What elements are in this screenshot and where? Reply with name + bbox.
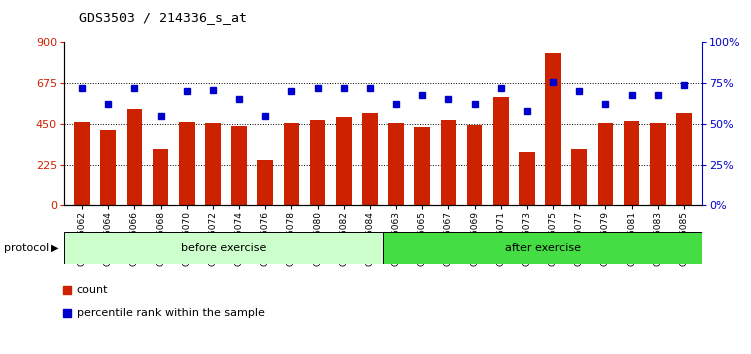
Bar — [676, 113, 692, 205]
Bar — [336, 117, 351, 205]
Text: GDS3503 / 214336_s_at: GDS3503 / 214336_s_at — [79, 11, 247, 24]
Bar — [231, 126, 247, 205]
Bar — [362, 113, 378, 205]
Text: protocol: protocol — [4, 243, 49, 253]
Bar — [64, 232, 383, 264]
Bar — [383, 232, 702, 264]
Bar — [205, 123, 221, 205]
Text: percentile rank within the sample: percentile rank within the sample — [77, 308, 264, 318]
Bar — [179, 122, 195, 205]
Bar — [127, 109, 143, 205]
Text: before exercise: before exercise — [181, 243, 266, 253]
Bar — [441, 120, 457, 205]
Bar — [572, 149, 587, 205]
Bar — [284, 123, 300, 205]
Bar — [623, 121, 639, 205]
Bar — [388, 123, 404, 205]
Bar — [650, 123, 665, 205]
Bar — [258, 160, 273, 205]
Text: count: count — [77, 285, 108, 295]
Bar — [152, 149, 168, 205]
Bar — [598, 123, 614, 205]
Bar — [309, 120, 325, 205]
Bar — [545, 53, 561, 205]
Bar — [74, 122, 90, 205]
Text: after exercise: after exercise — [505, 243, 581, 253]
Bar — [415, 127, 430, 205]
Bar — [493, 97, 508, 205]
Bar — [101, 130, 116, 205]
Text: ▶: ▶ — [51, 243, 59, 253]
Bar — [519, 152, 535, 205]
Bar — [466, 125, 482, 205]
